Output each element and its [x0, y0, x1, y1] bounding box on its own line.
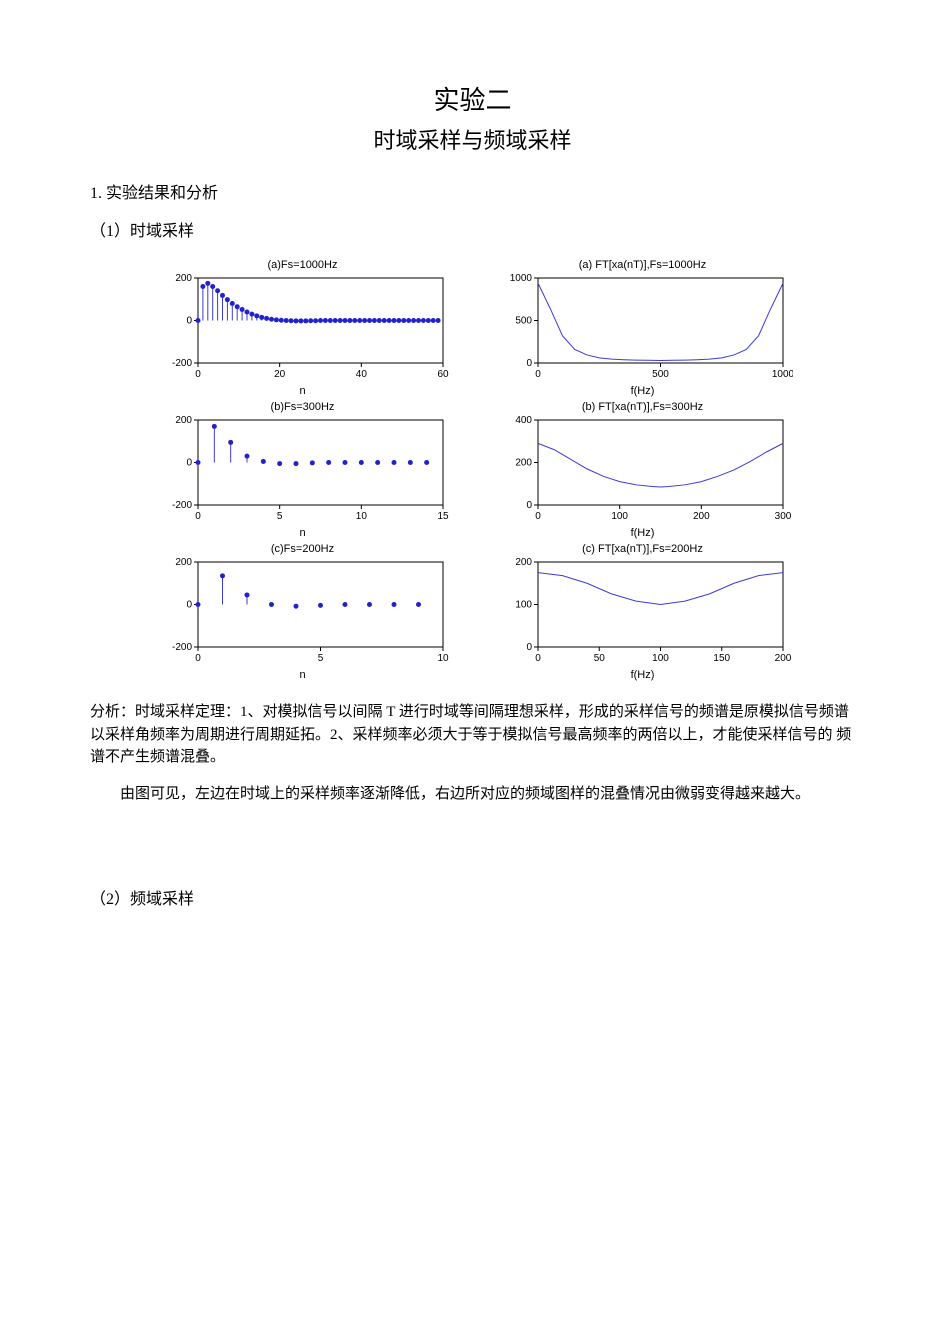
svg-text:200: 200: [175, 415, 192, 426]
doc-title-main: 实验二: [90, 80, 855, 117]
xlabel: f(Hz): [493, 669, 793, 681]
svg-text:0: 0: [195, 511, 201, 522]
plot-title: (a) FT[xa(nT)],Fs=1000Hz: [493, 259, 793, 271]
svg-text:20: 20: [274, 369, 286, 380]
svg-text:0: 0: [535, 511, 541, 522]
plot-title: (b) FT[xa(nT)],Fs=300Hz: [493, 401, 793, 413]
svg-text:0: 0: [195, 653, 201, 664]
svg-text:0: 0: [186, 600, 192, 611]
analysis-paragraph-2: 由图可见，左边在时域上的采样频率逐渐降低，右边所对应的频域图样的混叠情况由微弱变…: [90, 783, 855, 806]
xlabel: n: [153, 385, 453, 397]
svg-text:0: 0: [526, 642, 532, 653]
subsection-heading-1: （1）时域采样: [90, 217, 855, 241]
chart-grid: (a)Fs=1000Hz -200 0 200 0 20 40 60 n (a) FT[xa…: [123, 259, 823, 681]
svg-text:100: 100: [611, 511, 628, 522]
svg-text:200: 200: [175, 273, 192, 284]
plot-c-left: (c)Fs=200Hz -200 0 200 0 5 10 n: [153, 543, 453, 681]
svg-text:1000: 1000: [509, 273, 532, 284]
svg-text:50: 50: [593, 653, 605, 664]
plot-c-right: (c) FT[xa(nT)],Fs=200Hz 0 100 200 0 50 100 150…: [493, 543, 793, 681]
plot-title: (b)Fs=300Hz: [153, 401, 453, 413]
svg-text:200: 200: [515, 458, 532, 469]
svg-text:100: 100: [515, 600, 532, 611]
plot-title: (a)Fs=1000Hz: [153, 259, 453, 271]
xlabel: f(Hz): [493, 385, 793, 397]
svg-text:200: 200: [774, 653, 791, 664]
xlabel: n: [153, 527, 453, 539]
line-chart: 0 100 200 0 50 100 150 200: [493, 557, 793, 667]
svg-text:-200: -200: [171, 358, 191, 369]
plot-title: (c) FT[xa(nT)],Fs=200Hz: [493, 543, 793, 555]
chart-row-a: (a)Fs=1000Hz -200 0 200 0 20 40 60 n (a) FT[xa…: [123, 259, 823, 397]
svg-text:10: 10: [437, 653, 449, 664]
svg-text:5: 5: [317, 653, 323, 664]
stem-chart: -200 0 200 0 5 10: [153, 557, 453, 667]
svg-text:0: 0: [186, 316, 192, 327]
svg-text:0: 0: [535, 653, 541, 664]
svg-text:5: 5: [276, 511, 282, 522]
svg-text:15: 15: [437, 511, 449, 522]
svg-text:40: 40: [355, 369, 367, 380]
line-chart: 0 500 1000 0 500 1000: [493, 273, 793, 383]
svg-text:0: 0: [195, 369, 201, 380]
chart-row-c: (c)Fs=200Hz -200 0 200 0 5 10 n (c) FT[xa(nT)…: [123, 543, 823, 681]
xlabel: n: [153, 669, 453, 681]
subsection-heading-2: （2）频域采样: [90, 885, 855, 909]
section-heading-1: 1. 实验结果和分析: [90, 179, 855, 203]
svg-text:0: 0: [186, 458, 192, 469]
svg-text:-200: -200: [171, 500, 191, 511]
plot-a-right: (a) FT[xa(nT)],Fs=1000Hz 0 500 1000 0 500 100…: [493, 259, 793, 397]
svg-text:100: 100: [652, 653, 669, 664]
line-chart: 0 200 400 0 100 200 300: [493, 415, 793, 525]
svg-text:400: 400: [515, 415, 532, 426]
svg-text:200: 200: [692, 511, 709, 522]
plot-b-right: (b) FT[xa(nT)],Fs=300Hz 0 200 400 0 100 200 30…: [493, 401, 793, 539]
doc-title-sub: 时域采样与频域采样: [90, 123, 855, 155]
svg-text:150: 150: [713, 653, 730, 664]
plot-a-left: (a)Fs=1000Hz -200 0 200 0 20 40 60 n: [153, 259, 453, 397]
svg-text:500: 500: [652, 369, 669, 380]
svg-text:200: 200: [515, 557, 532, 568]
svg-text:200: 200: [175, 557, 192, 568]
svg-text:60: 60: [437, 369, 449, 380]
svg-text:0: 0: [535, 369, 541, 380]
svg-text:-200: -200: [171, 642, 191, 653]
svg-text:500: 500: [515, 316, 532, 327]
svg-text:0: 0: [526, 358, 532, 369]
svg-text:1000: 1000: [771, 369, 792, 380]
svg-text:300: 300: [774, 511, 791, 522]
svg-text:0: 0: [526, 500, 532, 511]
stem-chart: -200 0 200 0 20 40 60: [153, 273, 453, 383]
chart-row-b: (b)Fs=300Hz -200 0 200 0 5 10 15 n (b) FT[xa(n…: [123, 401, 823, 539]
stem-chart: -200 0 200 0 5 10 15: [153, 415, 453, 525]
plot-b-left: (b)Fs=300Hz -200 0 200 0 5 10 15 n: [153, 401, 453, 539]
plot-title: (c)Fs=200Hz: [153, 543, 453, 555]
svg-text:10: 10: [355, 511, 367, 522]
xlabel: f(Hz): [493, 527, 793, 539]
analysis-paragraph-1: 分析：时域采样定理：1、对模拟信号以间隔 T 进行时域等间隔理想采样，形成的采样…: [90, 701, 855, 769]
